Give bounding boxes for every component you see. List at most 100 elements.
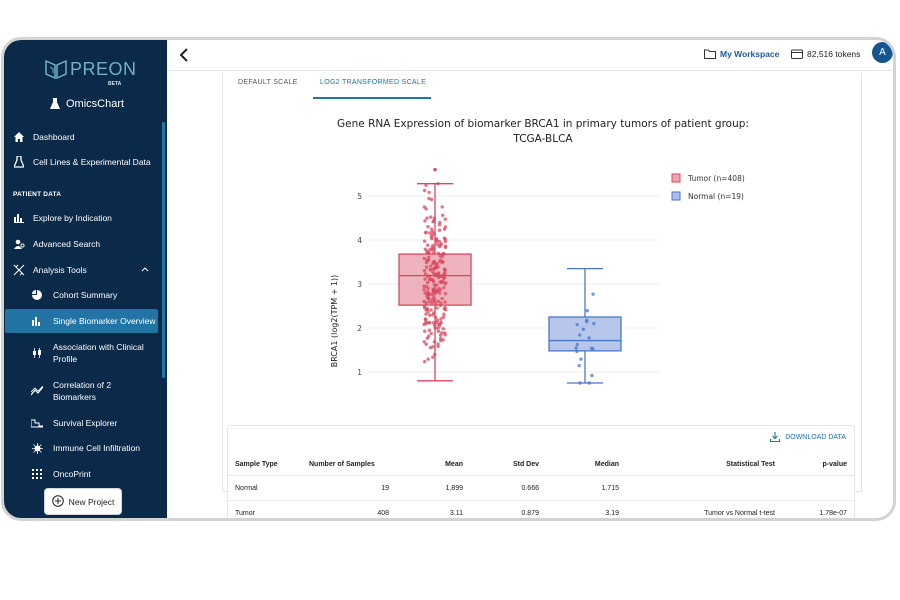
sidebar-item-label: Survival Explorer (53, 418, 118, 428)
data-point (434, 302, 438, 307)
data-point (426, 357, 430, 361)
data-point (422, 299, 426, 304)
data-point (575, 349, 579, 354)
cell-median: 3.19 (546, 500, 626, 518)
sidebar-scrollbar[interactable] (162, 122, 165, 378)
pie-chart-icon (30, 288, 44, 302)
data-point (578, 381, 582, 385)
stats-table-card: DOWNLOAD DATA Sample Type Number of Samp… (227, 425, 855, 518)
data-point (423, 317, 428, 322)
sidebar-item-correlation[interactable]: Correlation of 2 Biomarkers (4, 377, 159, 405)
tab-log2-scale[interactable]: LOG2 TRANSFORMED SCALE (320, 79, 427, 86)
data-point (441, 315, 446, 319)
stats-table: Sample Type Number of Samples Mean Std D… (228, 453, 854, 518)
data-point (442, 275, 447, 280)
data-point (430, 292, 434, 297)
sidebar-item-association[interactable]: Association with Clinical Profile (4, 339, 159, 367)
y-tick-label: 4 (357, 236, 362, 245)
box-normal (548, 267, 622, 385)
sidebar-item-advanced-search[interactable]: Advanced Search (4, 235, 159, 253)
data-point (436, 329, 441, 333)
data-point (442, 252, 446, 256)
user-search-icon (12, 237, 26, 251)
data-point (438, 258, 443, 262)
preon-logo[interactable]: PREON BETA (44, 56, 136, 92)
data-point (435, 318, 440, 323)
data-point (422, 340, 426, 344)
data-point (430, 233, 434, 237)
data-point (427, 300, 432, 304)
data-point (428, 215, 433, 219)
data-point (424, 183, 428, 188)
sidebar-item-label: Explore by Indication (33, 213, 112, 223)
data-point (438, 287, 442, 292)
grid-icon (30, 467, 44, 481)
data-point (425, 336, 429, 340)
data-point (434, 289, 439, 293)
data-point (437, 274, 441, 279)
chart-card: DEFAULT SCALE LOG2 TRANSFORMED SCALE Gen… (222, 73, 862, 518)
data-point (431, 321, 436, 325)
tab-default-scale[interactable]: DEFAULT SCALE (238, 79, 298, 86)
sidebar-item-explore[interactable]: Explore by Indication (4, 209, 159, 227)
data-point (440, 213, 445, 218)
data-point (575, 322, 579, 327)
data-point (422, 188, 427, 193)
data-point (425, 306, 429, 311)
data-point (436, 344, 440, 348)
sidebar-item-oncoprint[interactable]: OncoPrint (4, 465, 159, 483)
data-point (435, 283, 439, 287)
sidebar-item-cohort-summary[interactable]: Cohort Summary (4, 286, 159, 304)
y-tick-label: 5 (357, 192, 362, 201)
label-line-2: Biomarkers (53, 392, 96, 402)
sidebar-item-label: Dashboard (33, 132, 75, 142)
sidebar-item-immune[interactable]: Immune Cell Infiltration (4, 439, 159, 457)
cell-std-dev: 0.879 (470, 500, 546, 518)
data-point (442, 312, 446, 316)
data-point (427, 196, 431, 201)
cell-median: 1.715 (546, 475, 626, 501)
data-point (432, 219, 436, 223)
sidebar-item-dashboard[interactable]: Dashboard (4, 128, 159, 146)
data-point (440, 331, 444, 335)
sidebar-item-survival[interactable]: Survival Explorer (4, 414, 159, 432)
sidebar-item-analysis-tools[interactable]: Analysis Tools (4, 261, 159, 279)
avatar[interactable]: A (872, 42, 893, 63)
data-point (443, 225, 448, 229)
data-point (424, 321, 429, 326)
top-bar: My Workspace 82,516 tokens A (167, 40, 893, 71)
sidebar-item-label: Cohort Summary (53, 290, 118, 300)
data-point (432, 295, 436, 300)
new-project-label: New Project (68, 496, 115, 507)
label-line-1: Association with Clinical (53, 342, 144, 352)
sidebar-item-label: OncoPrint (53, 469, 91, 479)
download-data-button[interactable]: DOWNLOAD DATA (770, 432, 846, 442)
data-point (591, 347, 595, 351)
data-point (436, 181, 440, 186)
back-button[interactable] (179, 46, 189, 67)
data-point (424, 207, 428, 211)
new-project-button[interactable]: New Project (44, 488, 122, 515)
my-workspace-link[interactable]: My Workspace (704, 49, 779, 59)
data-point (439, 274, 444, 278)
table-row: Normal 19 1.899 0.666 1.715 (228, 475, 854, 501)
bar-chart-icon (12, 211, 26, 225)
product-label: OmicsChart (66, 98, 125, 110)
data-point (439, 279, 444, 284)
sidebar-item-cell-lines[interactable]: Cell Lines & Experimental Data (4, 153, 159, 171)
data-point (443, 217, 448, 221)
legend: Tumor (n=408) Normal (n=19) (671, 173, 745, 201)
sidebar-item-single-biomarker[interactable]: Single Biomarker Overview (5, 309, 158, 333)
col-std-dev: Std Dev (470, 453, 546, 476)
folder-icon (704, 49, 716, 59)
data-point (423, 277, 427, 281)
col-median: Median (546, 453, 626, 476)
data-point (424, 265, 429, 269)
box-tumor (398, 167, 472, 382)
sidebar: PREON BETA OmicsChart Dashboard Cell Lin… (4, 40, 167, 518)
col-sample-type: Sample Type (228, 453, 302, 476)
data-point (424, 342, 428, 346)
data-point (436, 271, 441, 276)
data-point (577, 333, 582, 337)
data-point (438, 338, 443, 343)
